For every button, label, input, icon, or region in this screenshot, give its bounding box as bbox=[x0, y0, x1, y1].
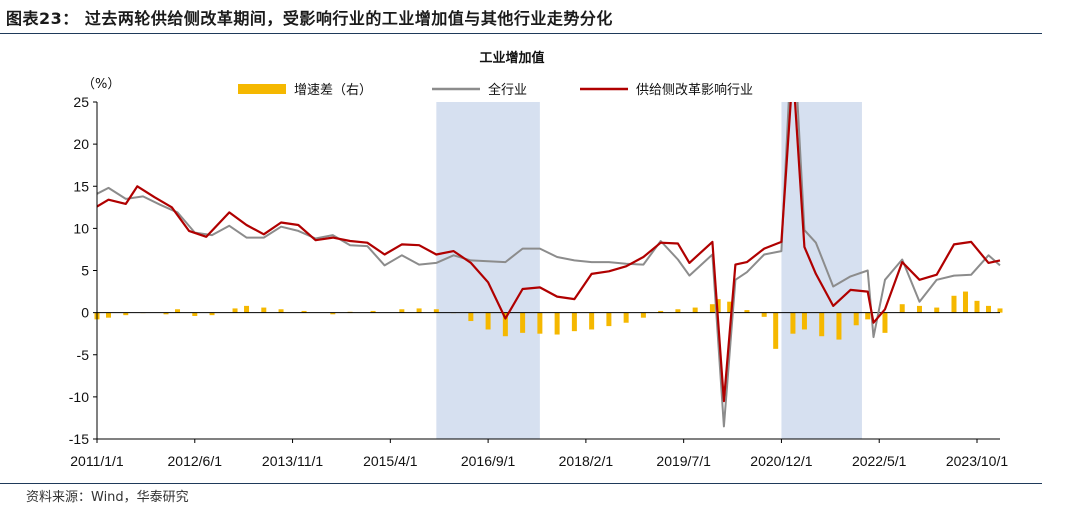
spread-bar-17 bbox=[399, 309, 405, 313]
shaded-period-1 bbox=[436, 102, 540, 439]
spread-bars bbox=[94, 291, 1003, 349]
spread-bar-26 bbox=[554, 312, 560, 335]
spread-bar-42 bbox=[801, 312, 807, 330]
x-tick-label: 2019/7/1 bbox=[656, 453, 711, 469]
shaded-period-2 bbox=[781, 102, 862, 439]
x-tick-label: 2015/4/1 bbox=[363, 453, 418, 469]
x-tick-label: 2023/10/1 bbox=[946, 453, 1008, 469]
spread-bar-31 bbox=[640, 312, 646, 318]
y-tick-label: 25 bbox=[73, 94, 89, 110]
spread-bar-34 bbox=[692, 307, 698, 313]
y-tick-label: 20 bbox=[73, 136, 89, 152]
spread-bar-47 bbox=[882, 312, 888, 333]
spread-bar-50 bbox=[934, 307, 940, 313]
spread-bar-2 bbox=[106, 312, 112, 318]
legend-label: 供给侧改革影响行业 bbox=[636, 82, 753, 98]
x-tick-label: 2016/9/1 bbox=[461, 453, 516, 469]
x-tick-label: 2020/12/1 bbox=[750, 453, 812, 469]
spread-bar-5 bbox=[163, 312, 169, 315]
spread-bar-44 bbox=[836, 312, 842, 340]
legend: 增速差（右） 全行业 供给侧改革影响行业 bbox=[238, 82, 753, 98]
spread-bar-8 bbox=[209, 312, 215, 316]
figure-title: 图表23： 过去两轮供给侧改革期间，受影响行业的工业增加值与其他行业走势分化 bbox=[6, 9, 613, 28]
y-tick-label: 10 bbox=[73, 220, 89, 236]
spread-bar-33 bbox=[675, 309, 681, 313]
legend-label: 增速差（右） bbox=[294, 83, 372, 98]
spread-bar-22 bbox=[485, 312, 491, 330]
y-tick-label: 15 bbox=[73, 178, 89, 194]
legend-swatch-bar bbox=[238, 84, 286, 94]
x-tick-label: 2022/5/1 bbox=[852, 453, 907, 469]
y-tick-label: 0 bbox=[81, 305, 89, 321]
spread-bar-32 bbox=[658, 310, 664, 313]
x-tick-label: 2013/11/1 bbox=[262, 453, 323, 469]
spread-bar-45 bbox=[853, 312, 859, 326]
spread-bar-38 bbox=[744, 310, 750, 313]
spread-bar-13 bbox=[301, 310, 307, 313]
chart-subtitle: 工业增加值 bbox=[479, 50, 544, 66]
y-tick-label: -15 bbox=[69, 431, 89, 447]
legend-label: 全行业 bbox=[488, 82, 527, 98]
spread-bar-19 bbox=[433, 309, 439, 313]
spread-bar-43 bbox=[819, 312, 825, 337]
spread-bar-23 bbox=[502, 312, 508, 337]
spread-bar-29 bbox=[606, 312, 612, 327]
spread-bar-6 bbox=[175, 309, 181, 313]
spread-bar-28 bbox=[589, 312, 595, 330]
spread-bar-40 bbox=[773, 312, 779, 349]
spread-bar-54 bbox=[985, 305, 991, 313]
spread-bar-48 bbox=[899, 304, 905, 313]
y-tick-label: -10 bbox=[69, 389, 89, 405]
spread-bar-37 bbox=[727, 301, 733, 313]
source-note: 资料来源：Wind，华泰研究 bbox=[26, 490, 189, 505]
all-industry-line bbox=[97, 102, 1001, 428]
spread-bar-51 bbox=[951, 295, 957, 313]
x-tick-label: 2011/1/1 bbox=[70, 453, 124, 469]
spread-bar-10 bbox=[244, 305, 250, 313]
spread-bar-27 bbox=[571, 312, 577, 332]
spread-bar-16 bbox=[370, 310, 376, 313]
spread-bar-46 bbox=[865, 312, 871, 320]
spread-bar-21 bbox=[468, 312, 474, 322]
shaded-periods bbox=[436, 102, 862, 439]
spread-bar-3 bbox=[123, 312, 129, 316]
spread-bar-9 bbox=[232, 308, 238, 313]
spread-bar-11 bbox=[261, 307, 267, 313]
spread-bar-49 bbox=[916, 305, 922, 313]
spread-bar-53 bbox=[974, 300, 980, 313]
y-tick-label: 5 bbox=[81, 263, 89, 279]
spread-bar-55 bbox=[997, 308, 1003, 313]
spread-bar-39 bbox=[761, 312, 767, 317]
y-tick-label: -5 bbox=[77, 347, 90, 363]
axes: -15 -10 -5 0 5 10 15 20 25 2011/1/1 2012/6/1 2013/1… bbox=[69, 94, 1009, 469]
y-axis-unit: （%） bbox=[82, 77, 120, 92]
spread-bar-18 bbox=[416, 308, 422, 313]
x-tick-label: 2012/6/1 bbox=[168, 453, 223, 469]
spread-bar-14 bbox=[330, 312, 336, 315]
series-lines bbox=[97, 102, 1001, 428]
spread-bar-36 bbox=[715, 299, 721, 313]
supply-side-line bbox=[97, 102, 1001, 403]
spread-bar-52 bbox=[962, 291, 968, 313]
spread-bar-25 bbox=[537, 312, 543, 334]
spread-bar-41 bbox=[790, 312, 796, 334]
spread-bar-7 bbox=[192, 312, 198, 316]
spread-bar-12 bbox=[278, 309, 284, 313]
x-tick-label: 2018/2/1 bbox=[559, 453, 614, 469]
title-rule bbox=[0, 33, 1042, 34]
spread-bar-24 bbox=[520, 312, 526, 333]
spread-bar-35 bbox=[709, 304, 715, 313]
spread-bar-30 bbox=[623, 312, 629, 323]
source-rule bbox=[0, 483, 1042, 484]
